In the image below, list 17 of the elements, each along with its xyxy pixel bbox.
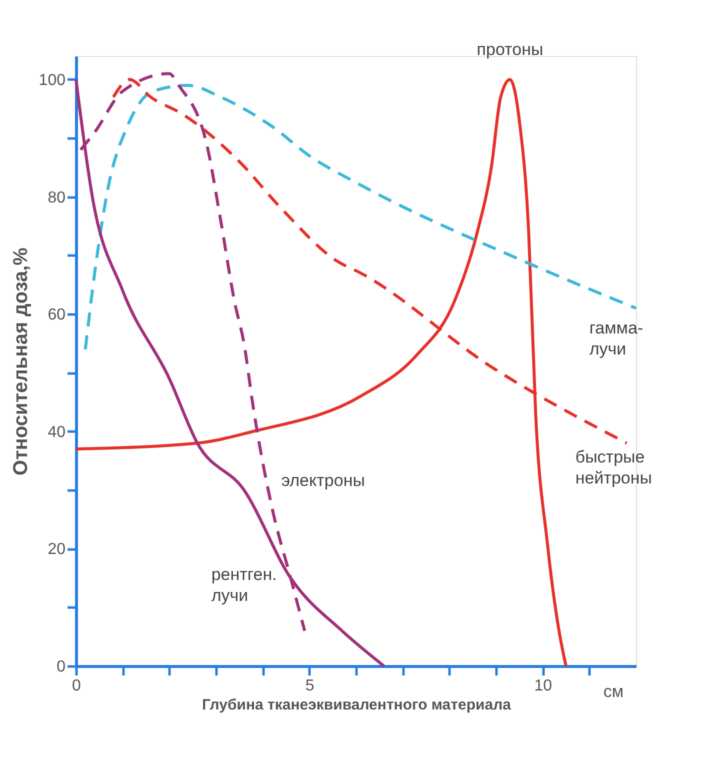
- y-axis-title: Относительная доза,%: [10, 247, 32, 476]
- series-label: протоны: [476, 40, 544, 59]
- x-axis-title: Глубина тканеэквивалентного материала: [202, 696, 512, 714]
- series-label: электроны: [281, 471, 365, 490]
- y-tick-label: 80: [48, 189, 66, 206]
- series-label: быстрые нейтроны: [575, 448, 652, 488]
- x-tick-label: 10: [534, 678, 552, 694]
- text: см: [603, 682, 624, 701]
- x-tick-label: 0: [72, 678, 82, 694]
- y-tick-label: 100: [38, 72, 66, 89]
- series-label: гамма- лучи: [589, 318, 644, 359]
- y-tick-label: 20: [48, 541, 66, 558]
- y-tick-label: 0: [56, 658, 66, 676]
- x-tick-label: 5: [305, 678, 314, 694]
- series-label: рентген. лучи: [211, 564, 277, 605]
- y-tick-label: 60: [48, 306, 66, 324]
- y-tick-label: 40: [48, 424, 66, 441]
